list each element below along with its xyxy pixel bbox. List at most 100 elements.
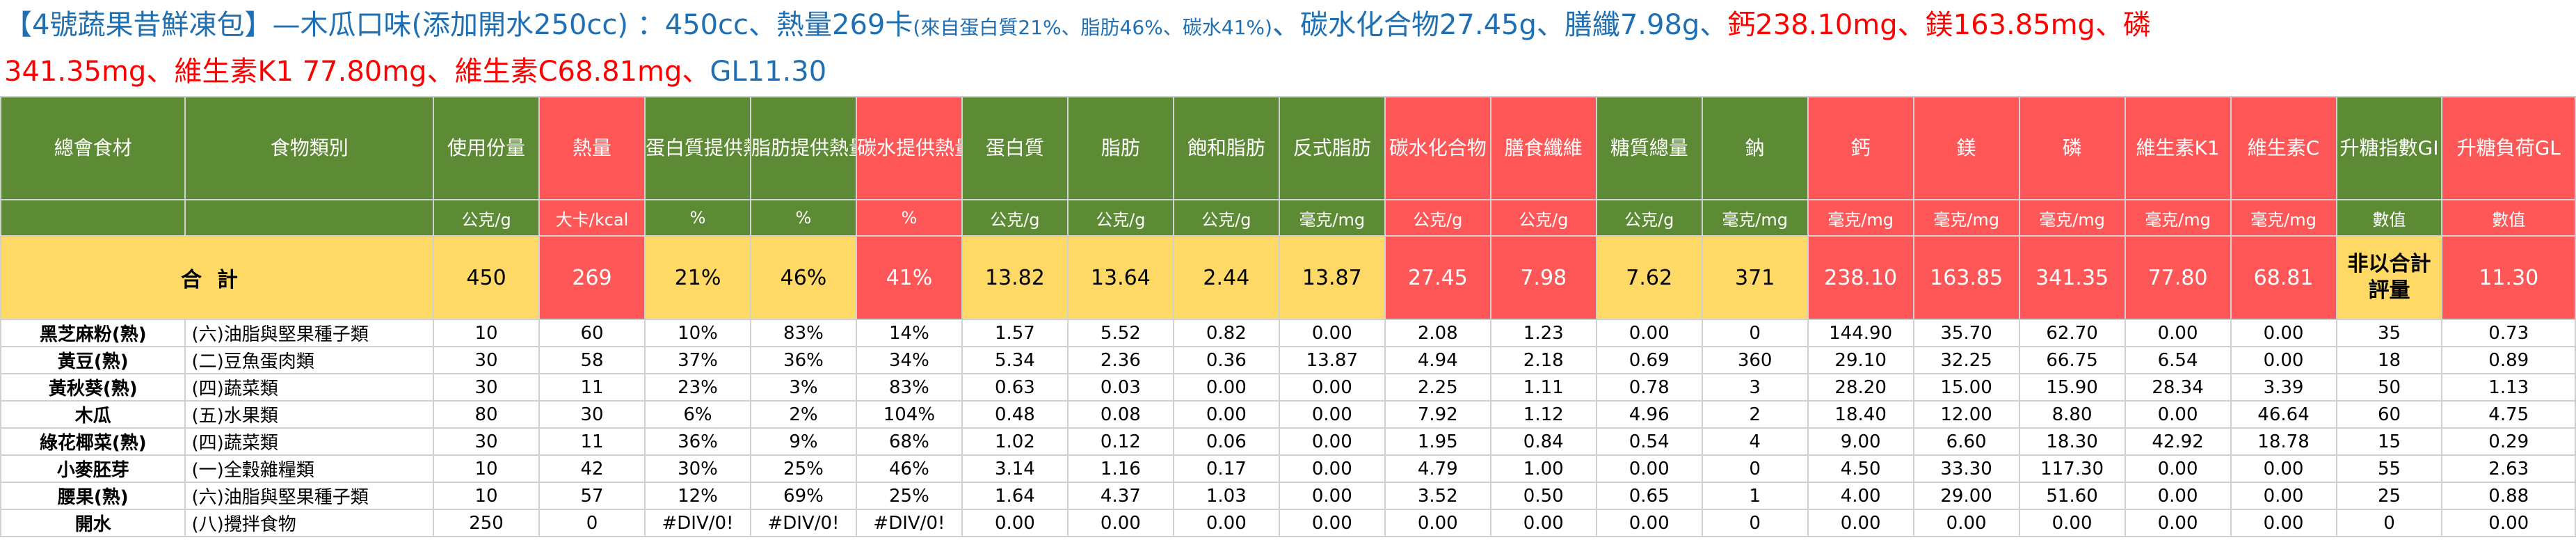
data-cell: 2.08	[1384, 319, 1491, 347]
unit-cell: %	[749, 199, 857, 237]
total-label: 合計	[0, 235, 435, 320]
data-cell: 18.30	[2018, 427, 2126, 456]
title-block: 【4號蔬果昔鮮凍包】—木瓜口味(添加開水250cc) ：450cc、熱量269卡…	[0, 0, 2576, 96]
data-cell: 0.12	[1066, 427, 1174, 456]
total-cell: 13.82	[961, 235, 1069, 320]
data-cell: 6.54	[2124, 346, 2232, 374]
column-header: 蛋白質	[961, 96, 1069, 200]
data-cell: 0.08	[1066, 400, 1174, 429]
data-cell: 32.25	[1912, 346, 2020, 374]
table-row: 黃豆(熟) (二)豆魚蛋肉類 30 58 37% 36% 34% 5.34 2.36 0.36 13…	[0, 346, 2576, 374]
data-cell: 1.13	[2441, 373, 2576, 402]
column-header: 升糖負荷GL	[2441, 96, 2576, 200]
data-cell: 18.78	[2230, 427, 2337, 456]
data-cell: 42	[538, 454, 646, 483]
data-cell: 0.00	[2230, 509, 2337, 537]
food-name: 開水	[0, 509, 186, 537]
data-cell: 6%	[644, 400, 751, 429]
data-cell: 117.30	[2018, 454, 2126, 483]
data-cell: 2.18	[1489, 346, 1597, 374]
data-cell: 0.69	[1595, 346, 1703, 374]
column-header: 使用份量	[433, 96, 541, 200]
unit-cell: 毫克/mg	[2018, 199, 2126, 237]
data-cell: 0	[2335, 509, 2443, 537]
data-cell: 0.00	[2230, 454, 2337, 483]
data-cell: 13.87	[1278, 346, 1386, 374]
data-cell: 66.75	[2018, 346, 2126, 374]
data-cell: 0.00	[2124, 319, 2232, 347]
data-cell: 4.00	[1807, 482, 1914, 510]
data-cell: 0.00	[1172, 400, 1280, 429]
data-cell: 0.00	[1278, 373, 1386, 402]
total-cell: 非以合計評量	[2335, 235, 2443, 320]
data-cell: 0	[538, 509, 646, 537]
data-cell: 0.00	[1595, 454, 1703, 483]
data-cell: 0.00	[1278, 454, 1386, 483]
data-cell: 18.40	[1807, 400, 1914, 429]
data-cell: 36%	[644, 427, 751, 456]
title-energy-breakdown: (來自蛋白質21%、脂肪46%、碳水41%)	[913, 16, 1272, 39]
data-cell: 0.17	[1172, 454, 1280, 483]
data-cell: 1.23	[1489, 319, 1597, 347]
data-cell: 3	[1701, 373, 1809, 402]
data-cell: 0.48	[961, 400, 1069, 429]
data-cell: 60	[538, 319, 646, 347]
data-cell: 28.20	[1807, 373, 1914, 402]
unit-cell: 公克/g	[433, 199, 541, 237]
data-cell: 57	[538, 482, 646, 510]
total-cell: 269	[538, 235, 646, 320]
data-cell: 2.36	[1066, 346, 1174, 374]
data-cell: 0.00	[1066, 509, 1174, 537]
data-cell: 1.02	[961, 427, 1069, 456]
data-cell: 0.89	[2441, 346, 2576, 374]
data-cell: 4.94	[1384, 346, 1491, 374]
data-cell: 2.25	[1384, 373, 1491, 402]
data-cell: 0.63	[961, 373, 1069, 402]
unit-cell: 毫克/mg	[2124, 199, 2232, 237]
data-cell: 0.00	[2124, 482, 2232, 510]
data-cell: 10	[433, 482, 541, 510]
total-cell: 68.81	[2230, 235, 2337, 320]
data-cell: 46.64	[2230, 400, 2337, 429]
data-cell: 0.00	[2124, 454, 2232, 483]
data-cell: 0.00	[1807, 509, 1914, 537]
data-cell: 0	[1701, 319, 1809, 347]
data-cell: 2%	[749, 400, 857, 429]
food-name: 黃秋葵(熟)	[0, 373, 186, 402]
total-cell: 41%	[855, 235, 963, 320]
data-cell: 1.12	[1489, 400, 1597, 429]
data-cell: 0.00	[1278, 427, 1386, 456]
food-category: (一)全穀雜糧類	[184, 454, 435, 483]
title-gl: GL11.30	[710, 56, 827, 88]
data-cell: 1.16	[1066, 454, 1174, 483]
data-cell: 25	[2335, 482, 2443, 510]
data-cell: 4.96	[1595, 400, 1703, 429]
total-cell: 27.45	[1384, 235, 1491, 320]
data-cell: 1.03	[1172, 482, 1280, 510]
data-cell: 0.00	[1489, 509, 1597, 537]
table-row: 小麥胚芽 (一)全穀雜糧類 10 42 30% 25% 46% 3.14 1.16 0.17 0.0…	[0, 454, 2576, 483]
data-cell: 42.92	[2124, 427, 2232, 456]
food-name: 腰果(熟)	[0, 482, 186, 510]
title-carbs-fiber: 、碳水化合物27.45g、膳纖7.98g、	[1272, 9, 1728, 41]
data-cell: 0.00	[1172, 509, 1280, 537]
data-cell: 9.00	[1807, 427, 1914, 456]
data-body: 黑芝麻粉(熟) (六)油脂與堅果種子類 10 60 10% 83% 14% 1.57 5.52 0…	[0, 319, 2576, 537]
data-cell: 0.82	[1172, 319, 1280, 347]
column-header: 反式脂肪	[1278, 96, 1386, 200]
data-cell: 60	[2335, 400, 2443, 429]
data-cell: 10	[433, 319, 541, 347]
table-row: 黃秋葵(熟) (四)蔬菜類 30 11 23% 3% 83% 0.63 0.03 0.00 0.00…	[0, 373, 2576, 402]
total-row: 合計 450 269 21% 46% 41% 13.82 13.64 2.44 13.87 27.4…	[0, 235, 2576, 320]
data-cell: 0.00	[1278, 400, 1386, 429]
unit-cell: 毫克/mg	[2230, 199, 2337, 237]
unit-row: 公克/g 大卡/kcal%%% 公克/g 公克/g 公克/g 毫克/mg 公克/g 公克/g 公…	[0, 199, 2576, 237]
data-cell: 0.00	[2230, 319, 2337, 347]
column-header: 膳食纖維	[1489, 96, 1597, 200]
data-cell: 0.00	[1595, 319, 1703, 347]
data-cell: 0.00	[1384, 509, 1491, 537]
data-cell: 0.50	[1489, 482, 1597, 510]
data-cell: 29.10	[1807, 346, 1914, 374]
data-cell: 0.00	[2230, 482, 2337, 510]
column-header: 脂肪提供熱量	[749, 96, 857, 200]
